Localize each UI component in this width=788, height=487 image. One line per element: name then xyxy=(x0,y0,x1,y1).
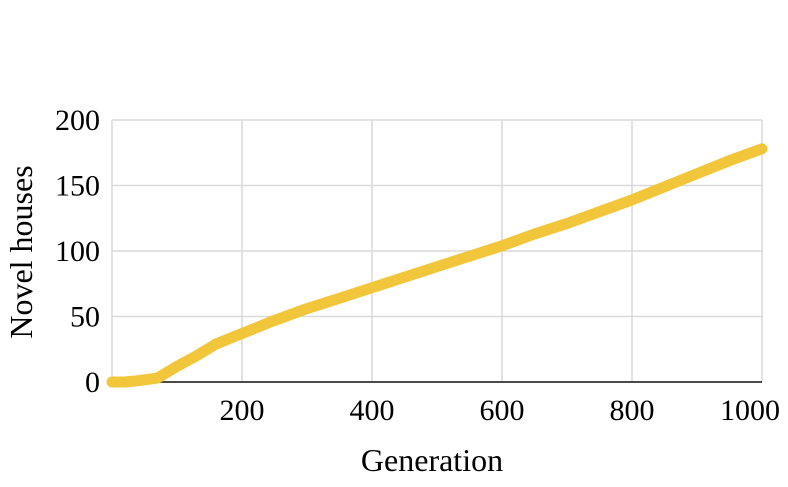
y-tick-label: 200 xyxy=(55,104,100,137)
grid-lines xyxy=(112,119,763,382)
x-tick-label: 1000 xyxy=(720,394,780,427)
x-tick-labels: 200 400 600 800 1000 xyxy=(220,394,781,427)
y-tick-label: 0 xyxy=(85,366,100,399)
x-tick-label: 600 xyxy=(480,394,525,427)
series-line xyxy=(106,143,768,388)
y-tick-label: 100 xyxy=(55,235,100,268)
y-tick-label: 50 xyxy=(70,301,100,334)
y-tick-labels: 0 50 100 150 200 xyxy=(55,104,100,399)
x-axis-title: Generation xyxy=(361,442,503,478)
y-axis-title: Novel houses xyxy=(3,165,39,338)
x-tick-label: 200 xyxy=(220,394,265,427)
axes xyxy=(111,120,762,383)
series-layer xyxy=(106,143,768,388)
x-tick-label: 400 xyxy=(350,394,395,427)
y-tick-label: 150 xyxy=(55,170,100,203)
x-tick-label: 800 xyxy=(610,394,655,427)
